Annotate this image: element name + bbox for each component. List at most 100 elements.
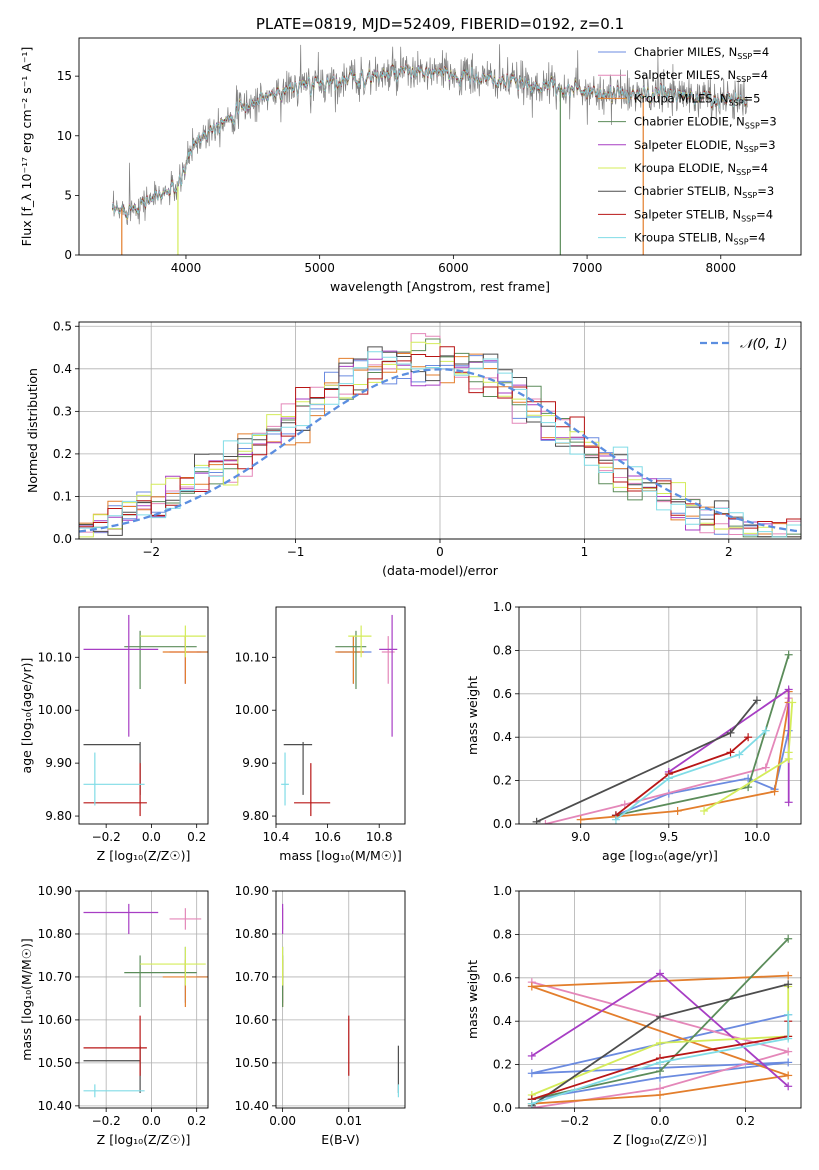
x-tick-label: 0.2 <box>187 830 206 844</box>
axes-frame <box>78 606 209 825</box>
legend-suffix: =3 <box>760 115 777 129</box>
legend-suffix: =4 <box>752 45 769 59</box>
x-tick-label: 4000 <box>171 261 202 275</box>
weight-line-1 <box>545 697 790 824</box>
y-tick-label: 0.0 <box>493 1101 512 1115</box>
legend-entry-7: Salpeter STELIB, NSSP=4 <box>634 207 773 223</box>
y-tick-label: 0.2 <box>493 1058 512 1072</box>
mass_vs_Z-plot-area <box>83 903 208 1098</box>
x-tick-label: 10.6 <box>314 830 341 844</box>
weight_vs_age-plot-area <box>532 650 797 824</box>
x-tick-label: 9.0 <box>571 830 590 844</box>
y-tick-label: 10.50 <box>38 1056 72 1070</box>
weight-line-3 <box>615 654 790 817</box>
x-tick-label: 9.5 <box>659 830 678 844</box>
y-tick-label: 0.2 <box>53 447 72 461</box>
spectrum-panel: 4000 5000 6000 7000 8000 0 5 10 15 wavelength [An… <box>19 37 802 294</box>
legend-entry-4: Salpeter ELODIE, NSSP=3 <box>634 138 776 154</box>
y-tick-label: 10.10 <box>38 650 72 664</box>
subscript: SSP <box>734 238 749 247</box>
legend-entry-6: Chabrier STELIB, NSSP=3 <box>634 184 774 200</box>
legend-entry-5: Kroupa ELODIE, NSSP=4 <box>634 161 768 177</box>
x-tick-label: 0.00 <box>269 1114 296 1128</box>
y-tick-label: 9.90 <box>242 756 269 770</box>
legend-suffix: =3 <box>757 184 774 198</box>
y-tick-label: 0.4 <box>493 730 512 744</box>
x-tick-label: 0.0 <box>142 1114 161 1128</box>
x-tick-label: 6000 <box>438 261 469 275</box>
y-tick-label: 10.80 <box>235 927 269 941</box>
y-tick-label: 10.40 <box>235 1099 269 1113</box>
x-tick-label: 10.0 <box>744 830 771 844</box>
y-tick-label: 10.50 <box>235 1056 269 1070</box>
x-axis-label: mass [log₁₀(M/M☉)] <box>279 848 401 863</box>
legend-suffix: =4 <box>751 68 768 82</box>
legend-suffix: =4 <box>751 161 768 175</box>
x-tick-label: −2 <box>142 545 160 559</box>
y-tick-label: 9.90 <box>45 756 72 770</box>
age_vs_Z-plot-area <box>83 614 208 817</box>
y-tick-label: 0.4 <box>493 1014 512 1028</box>
y-tick-label: 15 <box>57 69 72 83</box>
axes-frame <box>78 321 802 540</box>
axes-frame <box>518 606 802 825</box>
axes-frame <box>78 890 209 1109</box>
x-axis-label: Z [log₁₀(Z/Z☉)] <box>97 848 191 863</box>
subscript: SSP <box>745 122 760 131</box>
x-tick-label: 0.0 <box>650 1114 669 1128</box>
x-tick-label: 0.01 <box>335 1114 362 1128</box>
axes-frame <box>78 37 802 256</box>
x-tick-label: 10.4 <box>263 830 290 844</box>
weight-line-8 <box>615 730 767 821</box>
y-tick-label: 10.90 <box>38 884 72 898</box>
x-tick-label: −0.2 <box>92 1114 121 1128</box>
legend-suffix: =4 <box>756 207 773 221</box>
y-tick-label: 10 <box>57 129 72 143</box>
spectrum-plot-area <box>112 44 748 255</box>
y-tick-label: 10.40 <box>38 1099 72 1113</box>
figure-title: PLATE=0819, MJD=52409, FIBERID=0192, z=0… <box>256 15 624 33</box>
x-axis-label: wavelength [Angstrom, rest frame] <box>330 279 550 294</box>
x-tick-label: 8000 <box>706 261 737 275</box>
y-tick-label: 0.0 <box>53 532 72 546</box>
legend-entry-1: Salpeter MILES, NSSP=4 <box>634 68 768 84</box>
y-tick-label: 1.0 <box>493 884 512 898</box>
y-tick-label: 0.6 <box>493 971 512 985</box>
x-tick-label: 2 <box>725 545 733 559</box>
x-tick-label: −0.2 <box>92 830 121 844</box>
age_vs_mass-panel: 10.4 10.6 10.8 9.80 9.90 10.00 10.10 mass [log₁… <box>235 606 406 863</box>
y-tick-label: 10.00 <box>38 703 72 717</box>
legend-suffix: =3 <box>759 138 776 152</box>
x-axis-label: age [log₁₀(age/yr)] <box>602 848 718 863</box>
model-spectrum-8 <box>112 64 748 218</box>
axes-frame <box>518 890 802 1109</box>
y-tick-label: 10.60 <box>235 1013 269 1027</box>
residual-histogram-7 <box>79 346 801 529</box>
x-tick-label: 0.2 <box>736 1114 755 1128</box>
x-tick-label: 5000 <box>304 261 335 275</box>
y-tick-label: 9.80 <box>242 809 269 823</box>
x-axis-label: (data-model)/error <box>382 563 499 578</box>
y-tick-label: 10.00 <box>235 703 269 717</box>
normal-reference-curve <box>79 368 801 533</box>
weight-line-7 <box>615 736 749 817</box>
mass_vs_Z-panel: −0.2 0.0 0.2 10.40 10.50 10.60 10.70 10.80 10.90… <box>19 884 209 1147</box>
axes-frame <box>275 890 406 1109</box>
age_vs_mass-plot-area <box>281 614 398 817</box>
mass_vs_EBV-panel: 0.00 0.01 10.40 10.50 10.60 10.70 10.80 10.90 E(… <box>235 884 406 1147</box>
subscript: SSP <box>737 52 752 61</box>
x-tick-label: 0.0 <box>142 830 161 844</box>
y-tick-label: 0.0 <box>493 817 512 831</box>
subscript: SSP <box>744 145 759 154</box>
mass_vs_EBV-plot-area <box>282 903 399 1098</box>
y-tick-label: 0.2 <box>493 774 512 788</box>
y-tick-label: 10.80 <box>38 927 72 941</box>
x-tick-label: 10.8 <box>366 830 393 844</box>
axes-frame <box>275 606 406 825</box>
y-axis-label: Flux [f_λ 10⁻¹⁷ erg cm⁻² s⁻¹ A⁻¹] <box>19 47 34 247</box>
subscript: SSP <box>729 98 744 107</box>
weight-line-4 <box>668 687 790 803</box>
y-tick-label: 10.70 <box>235 970 269 984</box>
y-tick-label: 0.5 <box>53 319 72 333</box>
